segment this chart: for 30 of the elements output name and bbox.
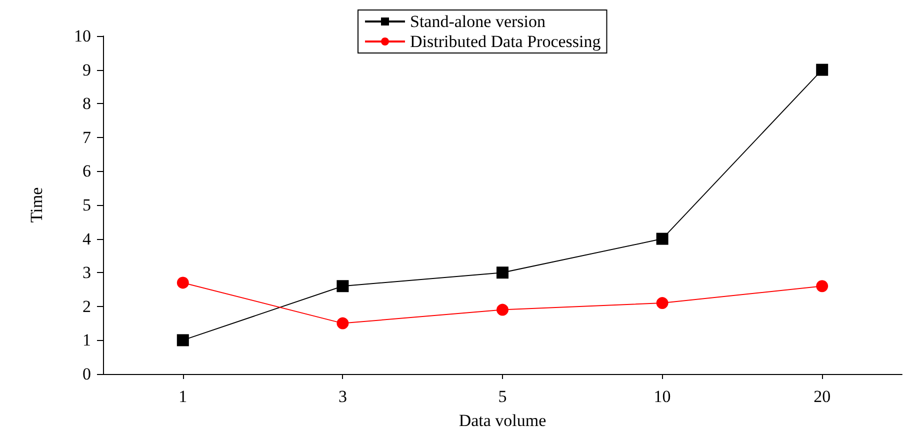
legend-label: Distributed Data Processing	[410, 32, 602, 51]
point	[656, 297, 668, 310]
y-tick-label: 6	[82, 162, 91, 181]
point	[496, 304, 508, 316]
point	[336, 317, 349, 330]
y-tick-label: 3	[82, 263, 91, 282]
legend-label: Stand-alone version	[410, 12, 546, 31]
y-tick-label: 1	[82, 330, 91, 350]
point	[336, 280, 349, 292]
x-axis-title: Data volume	[458, 411, 546, 430]
x-tick-label: 1	[178, 387, 188, 406]
point	[496, 266, 508, 279]
point	[176, 276, 189, 289]
y-tick-label: 10	[74, 26, 91, 46]
x-tick-label: 20	[814, 387, 831, 406]
point	[816, 280, 828, 292]
y-tick-label: 4	[82, 229, 92, 248]
x-tick-label: 3	[338, 387, 347, 406]
x-tick-label: 5	[498, 387, 507, 406]
point	[816, 64, 828, 76]
y-axis-title: Time	[27, 187, 46, 223]
point	[176, 334, 189, 346]
y-tick-label: 5	[82, 196, 91, 214]
y-tick-label: 7	[82, 128, 92, 147]
y-tick-label: 0	[82, 364, 91, 384]
x-tick-label: 10	[654, 387, 671, 406]
y-tick-label: 8	[82, 94, 91, 114]
y-tick-label: 9	[82, 60, 91, 80]
y-tick-label: 2	[82, 296, 91, 316]
point	[656, 232, 668, 245]
